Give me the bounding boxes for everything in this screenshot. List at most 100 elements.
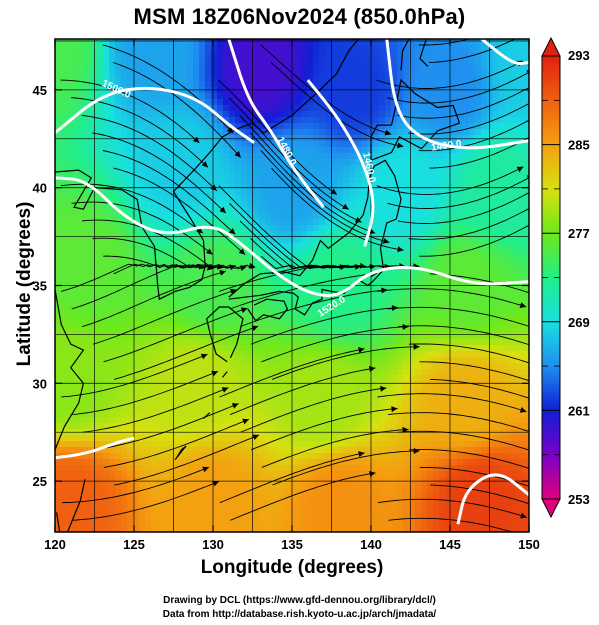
heat-cell bbox=[397, 51, 404, 58]
heat-cell bbox=[271, 93, 278, 100]
heat-cell bbox=[403, 51, 410, 58]
heat-cell bbox=[97, 57, 104, 64]
heat-cell bbox=[199, 237, 206, 244]
heat-cell bbox=[73, 309, 80, 316]
heat-cell bbox=[181, 153, 188, 160]
heat-cell bbox=[79, 183, 86, 190]
heat-cell bbox=[523, 225, 529, 232]
heat-cell bbox=[385, 267, 392, 274]
heat-cell bbox=[79, 213, 86, 220]
heat-cell bbox=[367, 267, 374, 274]
heat-cell bbox=[469, 87, 476, 94]
heat-cell bbox=[433, 69, 440, 76]
heat-cell bbox=[97, 129, 104, 136]
heat-cell bbox=[271, 327, 278, 334]
heat-cell bbox=[373, 159, 380, 166]
heat-cell bbox=[397, 99, 404, 106]
heat-cell bbox=[463, 153, 470, 160]
heat-cell bbox=[511, 183, 518, 190]
heat-cell bbox=[313, 135, 320, 142]
heat-cell bbox=[157, 93, 164, 100]
heat-cell bbox=[103, 345, 110, 352]
heat-cell bbox=[139, 111, 146, 118]
heat-cell bbox=[283, 345, 290, 352]
heat-cell bbox=[445, 267, 452, 274]
heat-cell bbox=[337, 123, 344, 130]
heat-cell bbox=[391, 195, 398, 202]
heat-cell bbox=[355, 159, 362, 166]
heat-cell bbox=[397, 315, 404, 322]
heat-cell bbox=[133, 411, 140, 418]
heat-cell bbox=[415, 297, 422, 304]
heat-cell bbox=[355, 141, 362, 148]
heat-cell bbox=[307, 177, 314, 184]
heat-cell bbox=[229, 201, 236, 208]
heat-cell bbox=[397, 303, 404, 310]
heat-cell bbox=[205, 243, 212, 250]
heat-cell bbox=[151, 225, 158, 232]
heat-cell bbox=[511, 45, 518, 52]
heat-cell bbox=[343, 369, 350, 376]
heat-cell bbox=[355, 375, 362, 382]
heat-cell bbox=[199, 333, 206, 340]
heat-cell bbox=[181, 315, 188, 322]
heat-cell bbox=[163, 339, 170, 346]
heat-cell bbox=[67, 327, 74, 334]
heat-cell bbox=[133, 285, 140, 292]
heat-cell bbox=[295, 393, 302, 400]
heat-cell bbox=[433, 375, 440, 382]
heat-cell bbox=[343, 309, 350, 316]
heat-cell bbox=[157, 75, 164, 82]
heat-cell bbox=[229, 219, 236, 226]
heat-cell bbox=[451, 51, 458, 58]
heat-cell bbox=[295, 339, 302, 346]
heat-cell bbox=[61, 171, 68, 178]
heat-cell bbox=[355, 189, 362, 196]
heat-cell bbox=[301, 291, 308, 298]
heat-cell bbox=[475, 153, 482, 160]
heat-cell bbox=[247, 291, 254, 298]
heat-cell bbox=[247, 279, 254, 286]
heat-cell bbox=[175, 177, 182, 184]
heat-cell bbox=[331, 177, 338, 184]
heat-cell bbox=[511, 231, 518, 238]
heat-cell bbox=[235, 393, 242, 400]
heat-cell bbox=[163, 105, 170, 112]
heat-cell bbox=[439, 351, 446, 358]
heat-cell bbox=[259, 309, 266, 316]
heat-cell bbox=[265, 177, 272, 184]
heat-cell bbox=[133, 405, 140, 412]
heat-cell bbox=[175, 333, 182, 340]
heat-cell bbox=[505, 375, 512, 382]
heat-cell bbox=[79, 231, 86, 238]
heat-cell bbox=[217, 357, 224, 364]
heat-cell bbox=[361, 291, 368, 298]
heat-cell bbox=[211, 57, 218, 64]
heat-cell bbox=[409, 291, 416, 298]
heat-cell bbox=[85, 351, 92, 358]
heat-cell bbox=[475, 399, 482, 406]
heat-cell bbox=[337, 273, 344, 280]
heat-cell bbox=[343, 147, 350, 154]
heat-cell bbox=[55, 141, 62, 148]
heat-cell bbox=[499, 225, 506, 232]
heat-cell bbox=[301, 39, 308, 46]
heat-cell bbox=[259, 189, 266, 196]
heat-cell bbox=[259, 243, 266, 250]
heat-cell bbox=[493, 153, 500, 160]
heat-cell bbox=[67, 213, 74, 220]
heat-cell bbox=[355, 207, 362, 214]
heat-cell bbox=[403, 207, 410, 214]
heat-cell bbox=[103, 309, 110, 316]
heat-cell bbox=[151, 405, 158, 412]
heat-cell bbox=[67, 279, 74, 286]
heat-cell bbox=[169, 105, 176, 112]
heat-cell bbox=[421, 345, 428, 352]
heat-cell bbox=[331, 93, 338, 100]
heat-cell bbox=[85, 165, 92, 172]
heat-cell bbox=[157, 81, 164, 88]
heat-cell bbox=[139, 405, 146, 412]
heat-cell bbox=[505, 123, 512, 130]
heat-cell bbox=[211, 333, 218, 340]
heat-cell bbox=[223, 261, 230, 268]
